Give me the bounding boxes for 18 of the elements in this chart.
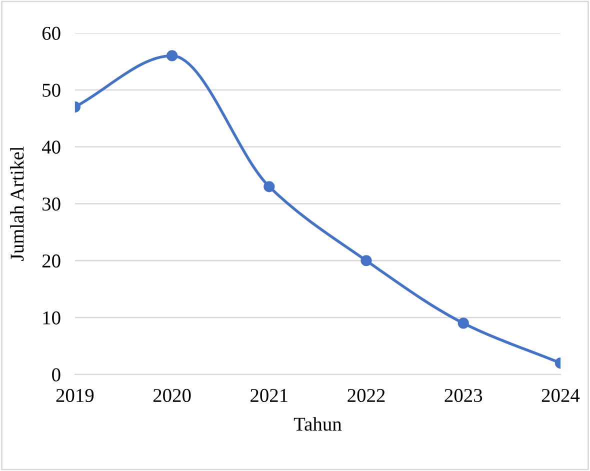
x-axis-title: Tahun xyxy=(294,417,342,431)
x-tick-label: 2019 xyxy=(56,388,94,402)
x-tick-label: 2024 xyxy=(542,388,580,402)
x-tick-label: 2023 xyxy=(444,388,482,402)
x-tick-label: 2021 xyxy=(250,388,288,402)
y-tick-label: 0 xyxy=(52,368,60,382)
y-tick-label: 20 xyxy=(42,254,60,268)
y-tick-label: 10 xyxy=(43,311,60,324)
y-tick-label: 30 xyxy=(42,198,60,211)
point xyxy=(264,181,275,192)
y-tick-label: 40 xyxy=(42,140,60,154)
x-tick-label: 2022 xyxy=(348,388,385,402)
x-tick-label: 2020 xyxy=(153,388,191,402)
y-tick-label: 50 xyxy=(42,84,60,97)
y-axis-title: Jumlah Artikel xyxy=(10,146,24,261)
point xyxy=(360,255,372,266)
point xyxy=(166,50,178,62)
y-tick-label: 60 xyxy=(42,26,60,40)
